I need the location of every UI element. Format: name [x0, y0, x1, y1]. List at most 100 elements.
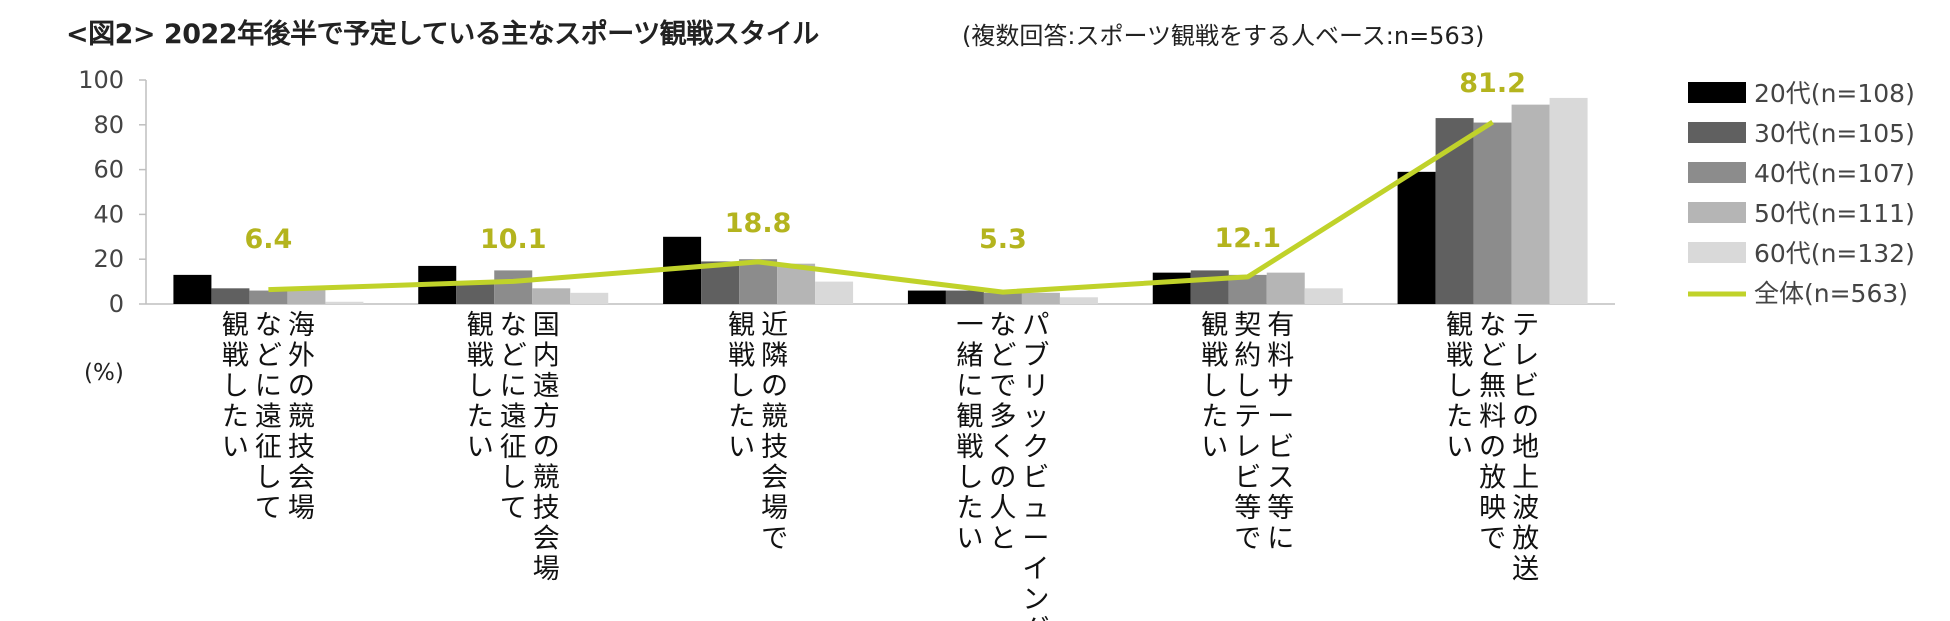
- category-label-char: ー: [1267, 402, 1294, 433]
- category-label-char: 会: [761, 463, 788, 494]
- category-label-char: 外: [288, 341, 315, 372]
- category-label-char: 放: [1479, 463, 1506, 494]
- category-label-char: ビ: [1234, 463, 1261, 494]
- category-label-char: 戦: [467, 341, 494, 372]
- category-label-char: 征: [500, 432, 527, 463]
- category-label-char: 遠: [255, 402, 282, 433]
- category-label-char: レ: [1512, 341, 1539, 372]
- category-label-char: て: [255, 493, 282, 524]
- category-label-char: 内: [533, 341, 560, 372]
- category-label-char: し: [1201, 371, 1228, 402]
- category-label-char: 観: [1201, 310, 1228, 341]
- category-label-char: な: [989, 310, 1016, 341]
- category-label-char: 送: [1512, 554, 1539, 585]
- category-label-char: に: [500, 371, 527, 402]
- legend: 20代(n=108) 30代(n=105) 40代(n=107) 50代(n=111)…: [1688, 79, 1915, 308]
- category-label-char: 技: [288, 432, 315, 463]
- category-label-char: ど: [989, 341, 1016, 372]
- category-label-char: 波: [1512, 493, 1539, 524]
- category-label-char: 近: [761, 310, 788, 341]
- data-label: 81.2: [1459, 68, 1526, 99]
- category-label-char: の: [761, 371, 788, 402]
- bar: [211, 288, 250, 304]
- bar: [739, 259, 778, 304]
- category-label-char: い: [1446, 432, 1473, 463]
- data-label: 12.1: [1214, 223, 1281, 254]
- category-label-char: し: [500, 463, 527, 494]
- category-label-char: た: [1201, 402, 1228, 433]
- bar: [945, 290, 984, 304]
- category-label-char: 地: [1512, 432, 1539, 463]
- category-label-char: の: [1479, 432, 1506, 463]
- chart-subtitle: (複数回答:スポーツ観戦をする人ベース:n=563): [962, 22, 1485, 50]
- category-label-char: 海: [288, 310, 315, 341]
- category-label-char: い: [728, 432, 755, 463]
- category-label-char: い: [1201, 432, 1228, 463]
- category-label-char: 会: [533, 524, 560, 555]
- category-label-char: 観: [1446, 310, 1473, 341]
- category-label-char: ビ: [1512, 371, 1539, 402]
- total-series-line: [268, 119, 1494, 295]
- y-tick-label: 80: [93, 111, 124, 139]
- legend-swatch: [1688, 82, 1746, 103]
- category-label-char: に: [1267, 524, 1294, 555]
- category-label-char: し: [956, 463, 983, 494]
- category-label-char: テ: [1512, 310, 1539, 341]
- bar: [325, 301, 364, 304]
- bar: [1266, 272, 1305, 304]
- category-label-char: 一: [956, 310, 983, 341]
- category-label-char: い: [956, 524, 983, 555]
- bar: [1397, 171, 1436, 304]
- category-label-char: 会: [288, 463, 315, 494]
- category-label-char: 競: [288, 402, 315, 433]
- legend-swatch: [1688, 242, 1746, 263]
- chart-title: <図2> 2022年後半で予定している主なスポーツ観戦スタイル: [66, 19, 819, 50]
- category-label-char: 場: [288, 493, 315, 524]
- category-label-char: ン: [1022, 585, 1049, 616]
- category-label-char: 技: [761, 432, 788, 463]
- category-label-char: 場: [761, 493, 788, 524]
- category-label-char: ッ: [1022, 402, 1049, 433]
- bar: [1304, 288, 1343, 304]
- bar: [1549, 97, 1588, 304]
- category-label-char: 遠: [533, 371, 560, 402]
- y-tick-label: 40: [93, 200, 124, 228]
- category-label-char: 場: [533, 554, 560, 585]
- category-label-char: 上: [1512, 463, 1539, 494]
- category-label-char: 放: [1512, 524, 1539, 555]
- category-label-char: の: [288, 371, 315, 402]
- category-label-char: 観: [222, 310, 249, 341]
- category-label-char: た: [728, 402, 755, 433]
- legend-swatch: [1688, 162, 1746, 183]
- category-label-char: ど: [500, 341, 527, 372]
- legend-swatch: [1688, 122, 1746, 143]
- category-label-char: 緒: [956, 341, 983, 372]
- category-label-char: 等: [1234, 493, 1261, 524]
- category-label-char: し: [467, 371, 494, 402]
- bar: [1511, 104, 1550, 304]
- category-label-char: 競: [533, 463, 560, 494]
- y-tick-label: 100: [78, 66, 124, 94]
- bar: [1190, 270, 1229, 304]
- category-label-char: ど: [255, 341, 282, 372]
- bar: [494, 270, 533, 304]
- category-label-char: 戦: [956, 432, 983, 463]
- category-label-char: 観: [467, 310, 494, 341]
- category-label-char: し: [728, 371, 755, 402]
- category-label-char: 戦: [222, 341, 249, 372]
- category-label-char: く: [989, 432, 1016, 463]
- legend-swatch: [1688, 202, 1746, 223]
- category-label-char: ス: [1267, 463, 1294, 494]
- bar: [1473, 122, 1512, 304]
- category-label-char: 契: [1234, 310, 1261, 341]
- category-label-char: 戦: [1201, 341, 1228, 372]
- category-label-char: ブ: [1022, 341, 1049, 372]
- category-label-char: 戦: [728, 341, 755, 372]
- category-label-char: ク: [1022, 432, 1049, 463]
- bar: [1059, 297, 1098, 304]
- category-label-char: し: [1234, 371, 1261, 402]
- category-label-char: 有: [1267, 310, 1294, 341]
- category-label-char: 無: [1479, 371, 1506, 402]
- category-label-char: 料: [1479, 402, 1506, 433]
